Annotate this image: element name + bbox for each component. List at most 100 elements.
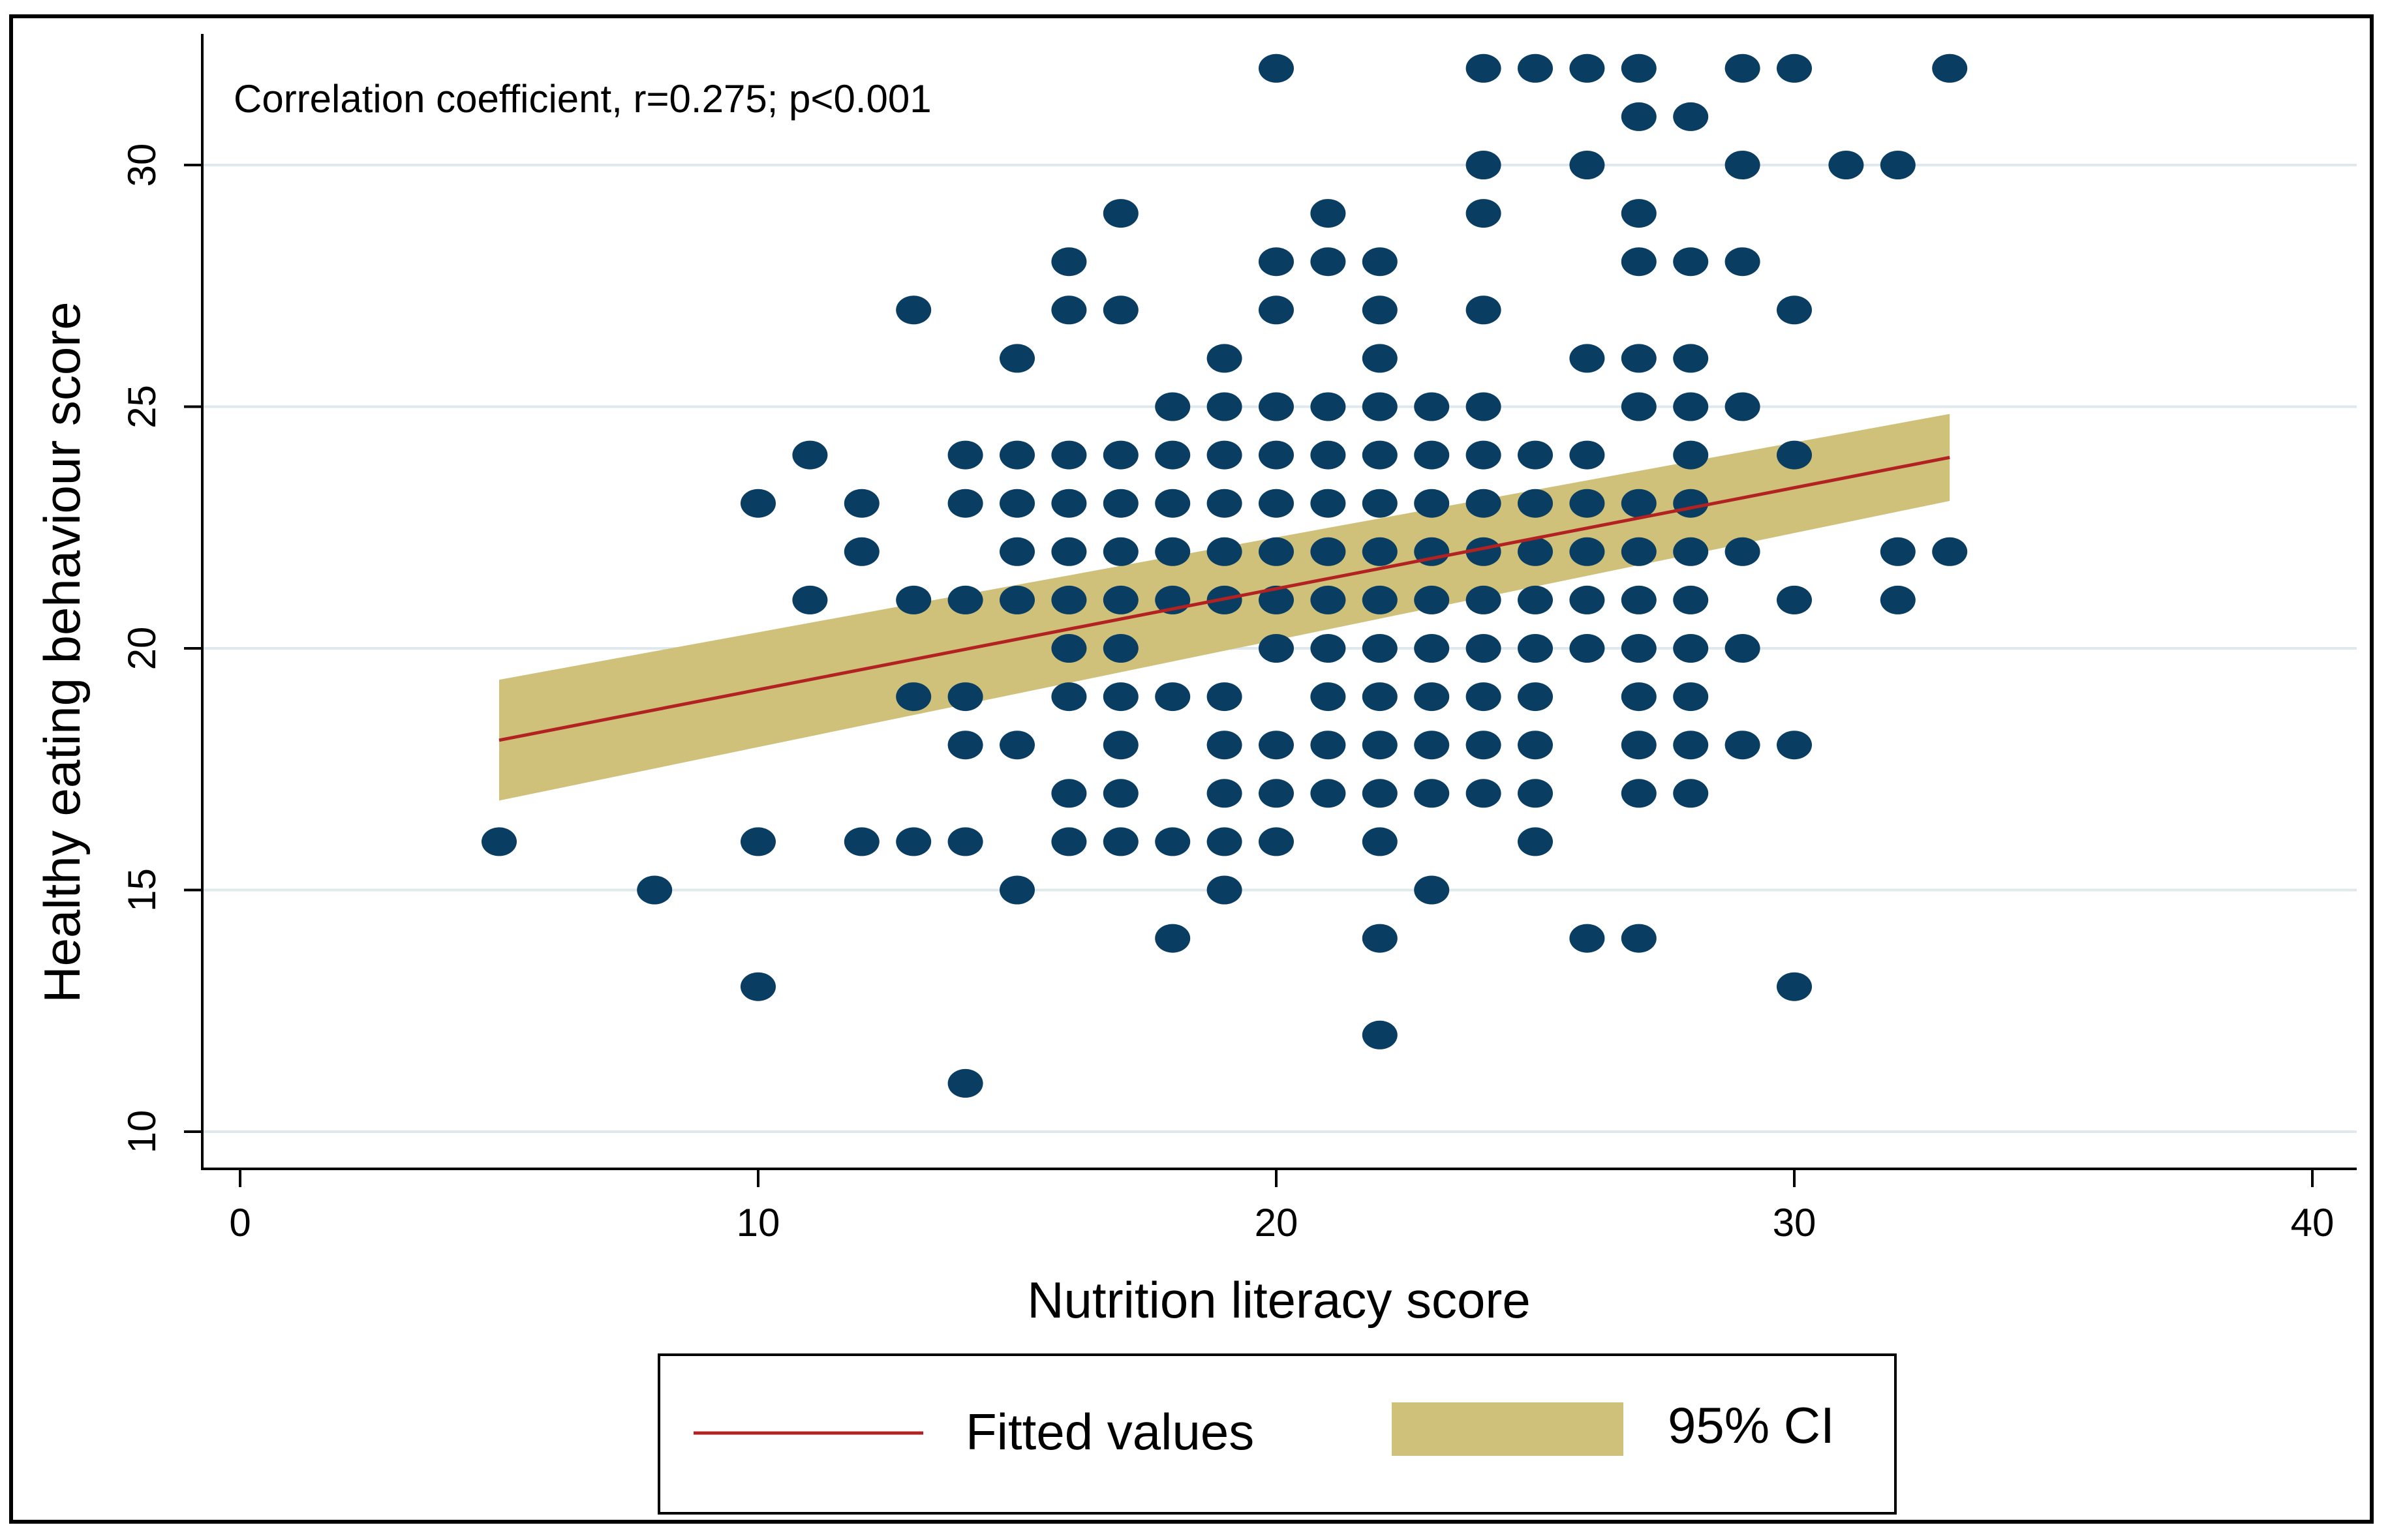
data-point: [896, 585, 932, 614]
data-point: [1155, 924, 1191, 953]
data-point: [1051, 682, 1087, 712]
data-point: [1828, 151, 1864, 179]
data-point: [1206, 779, 1242, 808]
data-point: [637, 875, 673, 905]
data-point: [896, 295, 932, 325]
data-point: [1051, 247, 1087, 277]
data-point: [1621, 634, 1657, 663]
data-point: [1103, 682, 1139, 712]
data-point: [1673, 634, 1709, 663]
data-point: [1724, 731, 1760, 760]
data-point: [1206, 682, 1242, 712]
chart-frame: [9, 14, 2374, 1524]
data-point: [1051, 585, 1087, 614]
data-point: [1103, 827, 1139, 856]
data-point: [1103, 731, 1139, 760]
annotation-text: Correlation coefficient, r=0.275; p<0.00…: [234, 77, 932, 121]
data-point: [1259, 634, 1294, 663]
data-point: [1465, 53, 1501, 83]
data-point: [1103, 585, 1139, 614]
data-point: [1103, 295, 1139, 325]
data-point: [741, 827, 776, 856]
data-point: [1777, 731, 1812, 760]
y-axis-title: Healthy eating behaviour score: [33, 301, 91, 1003]
data-point: [1155, 682, 1191, 712]
data-point: [1465, 537, 1501, 566]
data-point: [1518, 585, 1553, 614]
data-point: [1155, 489, 1191, 518]
data-point: [1259, 585, 1294, 614]
data-point: [1518, 489, 1553, 518]
data-point: [1362, 537, 1398, 566]
data-point: [844, 537, 880, 566]
data-point: [1310, 440, 1346, 470]
data-point: [1259, 295, 1294, 325]
data-point: [1206, 344, 1242, 373]
data-point: [1414, 875, 1450, 905]
data-point: [1724, 247, 1760, 277]
data-point: [947, 489, 983, 518]
data-point: [1621, 344, 1657, 373]
data-point: [1621, 682, 1657, 712]
data-point: [1724, 392, 1760, 421]
data-point: [1414, 682, 1450, 712]
y-tick-label: 30: [120, 143, 164, 187]
data-point: [1621, 585, 1657, 614]
data-point: [1621, 247, 1657, 277]
data-point: [1259, 247, 1294, 277]
scatter-points: [482, 53, 1968, 1098]
data-point: [1673, 489, 1709, 518]
data-point: [1155, 827, 1191, 856]
data-point: [1310, 199, 1346, 228]
data-point: [1777, 295, 1812, 325]
data-point: [1206, 731, 1242, 760]
data-point: [1051, 779, 1087, 808]
data-point: [1465, 295, 1501, 325]
data-point: [844, 489, 880, 518]
data-point: [1724, 634, 1760, 663]
data-point: [1259, 440, 1294, 470]
data-point: [1518, 731, 1553, 760]
data-point: [1362, 247, 1398, 277]
data-point: [1362, 489, 1398, 518]
data-point: [1414, 585, 1450, 614]
data-point: [1259, 731, 1294, 760]
data-point: [1569, 924, 1605, 953]
data-point: [1673, 392, 1709, 421]
data-point: [1621, 924, 1657, 953]
data-point: [1362, 827, 1398, 856]
fitted-line: [498, 455, 1950, 742]
data-point: [1777, 972, 1812, 1001]
data-point: [1880, 585, 1916, 614]
data-point: [1673, 344, 1709, 373]
data-point: [1414, 634, 1450, 663]
data-point: [1310, 537, 1346, 566]
data-point: [947, 827, 983, 856]
data-point: [1206, 392, 1242, 421]
data-point: [1362, 1020, 1398, 1049]
data-point: [1051, 489, 1087, 518]
data-point: [1000, 537, 1035, 566]
data-point: [1673, 731, 1709, 760]
data-point: [1310, 489, 1346, 518]
data-point: [1259, 53, 1294, 83]
data-point: [1310, 247, 1346, 277]
data-point: [1362, 634, 1398, 663]
data-point: [1259, 489, 1294, 518]
data-point: [1206, 537, 1242, 566]
data-point: [1362, 344, 1398, 373]
data-point: [792, 440, 828, 470]
data-point: [896, 827, 932, 856]
gridlines: [204, 164, 2357, 1133]
data-point: [896, 682, 932, 712]
data-point: [1724, 151, 1760, 179]
data-point: [1621, 731, 1657, 760]
data-point: [1000, 585, 1035, 614]
data-point: [1103, 779, 1139, 808]
data-point: [1103, 634, 1139, 663]
data-point: [1777, 585, 1812, 614]
data-point: [844, 827, 880, 856]
data-point: [1673, 682, 1709, 712]
data-point: [1518, 827, 1553, 856]
